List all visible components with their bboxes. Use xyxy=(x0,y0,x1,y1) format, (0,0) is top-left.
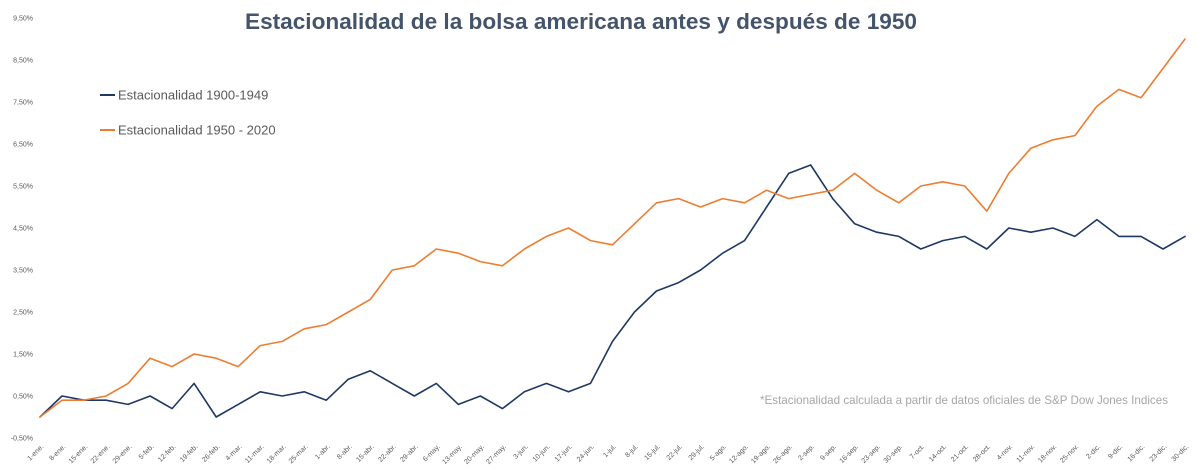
y-tick-label: 9,50% xyxy=(13,16,33,23)
series-line-estacionalidad-1900-1949 xyxy=(39,164,1186,418)
y-tick-label: -0,50% xyxy=(11,436,33,443)
series-lines xyxy=(39,38,1186,418)
legend: Estacionalidad 1900-1949 Estacionalidad … xyxy=(100,88,276,138)
chart-title: Estacionalidad de la bolsa americana ant… xyxy=(245,9,917,34)
series-line-estacionalidad-1950-2020 xyxy=(39,38,1186,418)
legend-label-1900-1949: Estacionalidad 1900-1949 xyxy=(118,88,268,103)
y-tick-label: 2,50% xyxy=(13,310,33,317)
legend-item-1900-1949: Estacionalidad 1900-1949 xyxy=(100,88,268,103)
y-tick-label: 3,50% xyxy=(13,268,33,275)
y-tick-label: 8,50% xyxy=(13,58,33,65)
legend-label-1950-2020: Estacionalidad 1950 - 2020 xyxy=(118,123,276,138)
y-tick-label: 7,50% xyxy=(13,100,33,107)
y-axis: -0,50% 0,50% 1,50% 2,50% 3,50% 4,50% 5,50% 6,50… xyxy=(11,16,33,443)
legend-item-1950-2020: Estacionalidad 1950 - 2020 xyxy=(100,123,276,138)
y-tick-label: 4,50% xyxy=(13,226,33,233)
y-tick-label: 1,50% xyxy=(13,352,33,359)
y-tick-label: 6,50% xyxy=(13,142,33,149)
y-tick-label: 5,50% xyxy=(13,184,33,191)
source-note: *Estacionalidad calculada a partir de da… xyxy=(760,393,1168,407)
y-tick-label: 0,50% xyxy=(13,394,33,401)
